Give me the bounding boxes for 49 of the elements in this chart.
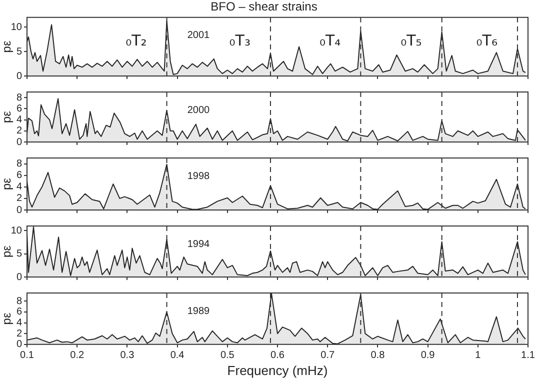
y-tick-label: 0 [16,70,22,82]
y-tick-label: 6 [16,103,22,114]
y-axis-title: pε [0,244,14,258]
x-tick-label: 0.5 [220,350,235,362]
y-tick-label: 10 [10,22,22,33]
y-tick-label: 8 [16,296,22,307]
annotation: 1989 [187,306,210,317]
y-axis-title: pε [0,110,14,124]
x-tick-label: 0.1 [20,350,34,362]
y-tick-label: 8 [16,92,22,104]
y-tick-label: 0 [16,339,22,350]
annotation: 2000 [187,104,210,116]
annotation: 1998 [187,170,210,182]
y-tick-label: 6 [16,306,22,318]
y-tick-label: 4 [16,182,22,193]
y-tick-label: 8 [16,158,22,170]
annotation: 1994 [187,238,210,250]
y-tick-label: 5 [16,46,22,58]
ref-line-label: ₀T₃ [229,31,250,50]
x-tick-label: 0.3 [120,350,135,362]
y-tick-label: 2 [16,193,22,204]
chart-title: BFO – shear strains [210,0,318,14]
y-tick-label: 5 [16,248,22,260]
y-tick-label: 2 [16,126,22,137]
y-tick-label: 6 [16,170,22,182]
x-tick-label: 0.8 [370,350,386,362]
y-tick-label: 4 [16,318,22,329]
ref-line-label: ₀T₂ [126,31,147,50]
x-tick-label: 0.6 [270,350,285,362]
y-axis-title: pε [0,312,14,325]
x-tick-label: 0.2 [70,350,84,362]
y-axis-title: pε [0,177,14,190]
x-tick-label: 0.9 [420,350,436,362]
annotation: 2001 [187,30,210,42]
ref-line-label: ₀T₆ [476,31,498,50]
y-axis-title: pε [0,40,14,53]
ref-line-label: ₀T₅ [400,31,422,50]
y-tick-label: 2 [16,328,22,340]
x-tick-label: 0.4 [170,350,185,362]
y-tick-label: 0 [16,136,22,148]
y-tick-label: 0 [16,272,22,283]
y-tick-label: 4 [16,114,22,126]
x-tick-label: 1 [475,350,482,362]
y-tick-label: 0 [16,204,22,216]
ref-line-label: ₀T₄ [319,31,341,50]
y-tick-label: 10 [10,225,22,236]
x-tick-label: 0.7 [320,350,335,362]
x-tick-label: 1.1 [521,350,536,362]
x-axis-title: Frequency (mHz) [227,362,328,378]
